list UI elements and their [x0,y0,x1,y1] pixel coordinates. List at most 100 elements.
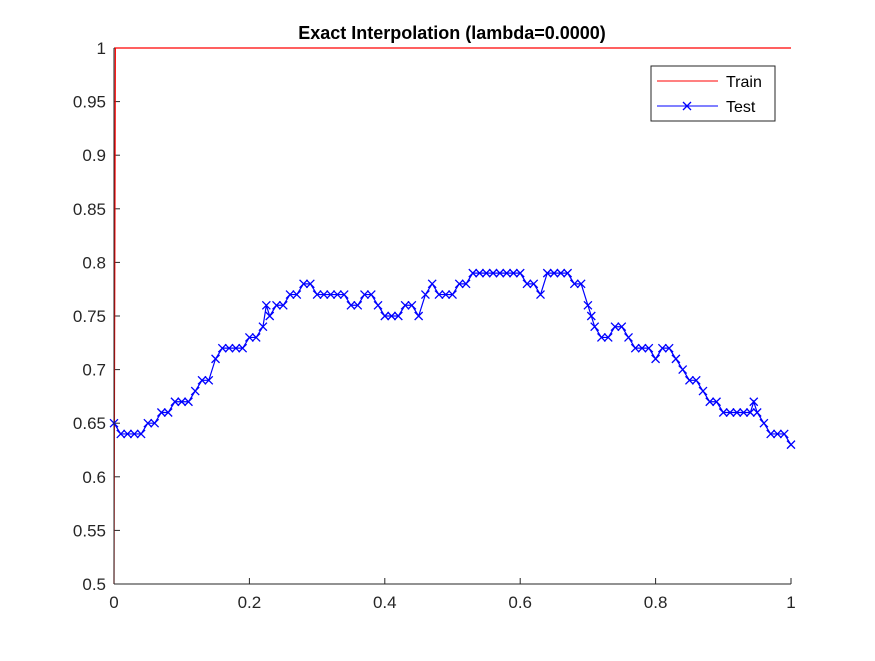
data-point-marker [360,290,369,300]
data-point-marker [718,408,728,417]
data-point-marker [217,343,227,353]
y-tick-label: 0.65 [73,414,106,433]
y-tick-label: 0.5 [82,575,106,594]
legend-train-label: Train [726,74,762,91]
data-point-marker [373,300,383,310]
data-point-marker [502,268,512,278]
data-point-marker [163,408,173,417]
data-point-marker [475,268,485,278]
data-point-marker [664,343,674,353]
x-tick-label: 0.6 [508,593,532,612]
data-point-marker [261,300,271,310]
data-point-marker [441,290,451,300]
data-point-marker [414,311,424,321]
data-point-marker [448,290,457,300]
y-tick-label: 0.75 [73,307,106,326]
y-tick-label: 0.7 [82,361,106,380]
data-point-marker [745,408,755,417]
data-point-marker [779,429,789,439]
data-point-marker [204,375,214,385]
data-point-marker [749,397,759,407]
data-point-marker [434,290,444,300]
y-tick-label: 0.6 [82,468,106,487]
data-point-marker [542,268,552,278]
data-point-marker [549,268,559,278]
data-point-marker [678,365,688,375]
data-point-marker [393,311,403,321]
x-tick-label: 0 [109,593,118,612]
data-point-marker [596,332,606,342]
data-point-marker [427,279,437,289]
data-point-marker [366,290,376,300]
data-point-marker [522,279,532,289]
y-axis: 0.5 0.55 0.6 0.65 0.7 0.75 0.8 0.85 0.9 0.95 1 [73,39,120,594]
data-point-marker [332,290,342,300]
data-point-marker [312,290,322,300]
data-point-marker [319,290,329,300]
data-point-marker [630,343,640,353]
data-point-marker [610,322,620,332]
data-point-marker [739,408,749,417]
data-point-marker [156,408,166,417]
data-point-marker [224,343,234,353]
data-point-marker [272,300,281,310]
data-point-marker [353,300,363,310]
data-point-marker [387,311,397,321]
data-point-marker [129,429,139,439]
data-point-marker [752,408,762,417]
data-point-marker [481,268,491,278]
x-tick-label: 0.8 [644,593,668,612]
legend-test-label: Test [726,99,756,116]
data-point-marker [725,408,735,417]
data-point-marker [569,279,579,289]
data-point-marker [238,343,248,353]
data-point-marker [637,343,647,353]
y-tick-label: 0.95 [73,93,106,112]
data-point-marker [461,279,471,289]
data-point-marker [732,408,742,417]
y-tick-label: 0.55 [73,521,106,540]
data-point-marker [773,429,782,439]
data-point-marker [123,429,132,439]
data-point-marker [671,354,681,364]
data-point-marker [786,440,796,450]
data-point-marker [529,279,539,289]
data-point-marker [563,268,573,278]
data-point-marker [407,300,417,310]
data-point-marker [346,300,356,310]
data-point-marker [684,375,694,385]
data-point-marker [576,279,586,289]
data-point-marker [488,268,498,278]
y-tick-label: 0.9 [82,146,106,165]
legend: Train Test [650,65,776,122]
legend-test-marker [682,101,692,111]
data-point-marker [515,268,525,278]
data-point-marker [136,429,146,439]
data-point-marker [197,375,207,385]
data-point-marker [759,418,769,428]
data-point-marker [420,290,430,300]
plot-area [114,48,791,584]
data-point-marker [468,268,478,278]
x-axis: 0 0.2 0.4 0.6 0.8 1 [109,578,796,612]
data-point-marker [116,429,126,439]
y-tick-label: 0.85 [73,200,106,219]
data-point-marker [278,300,288,310]
data-point-marker [244,332,254,342]
data-point-marker [624,332,633,342]
data-point-marker [380,311,390,321]
data-point-marker [170,397,180,407]
data-point-marker [251,332,261,342]
data-point-marker [603,332,613,342]
data-point-marker [766,429,776,439]
data-point-marker [691,375,701,385]
data-point-marker [150,418,160,428]
data-point-marker [177,397,187,407]
data-point-marker [258,322,268,332]
data-point-marker [211,354,221,364]
data-point-marker [190,386,200,396]
data-point-marker [400,300,410,310]
y-tick-label: 0.8 [82,253,106,272]
data-point-marker [556,268,566,278]
